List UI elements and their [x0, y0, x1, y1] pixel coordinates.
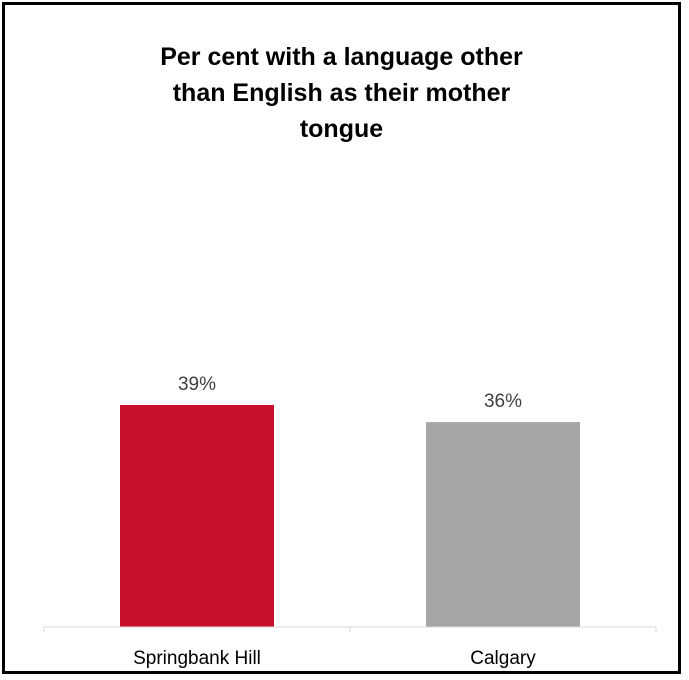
bar-springbank-hill: [120, 405, 274, 627]
chart-title: Per cent with a language other than Engl…: [5, 39, 678, 147]
chart-title-line-1: Per cent with a language other: [160, 43, 523, 71]
category-label-calgary: Calgary: [470, 648, 536, 669]
chart-title-line-3: tongue: [299, 115, 384, 143]
value-label-calgary: 36%: [484, 391, 522, 412]
chart-title-line-2: than English as their mother: [172, 79, 511, 107]
value-label-springbank-hill: 39%: [178, 374, 216, 395]
bar-calgary: [426, 422, 580, 627]
chart-frame: Per cent with a language other than Engl…: [2, 2, 681, 674]
category-label-springbank-hill: Springbank Hill: [133, 648, 261, 669]
